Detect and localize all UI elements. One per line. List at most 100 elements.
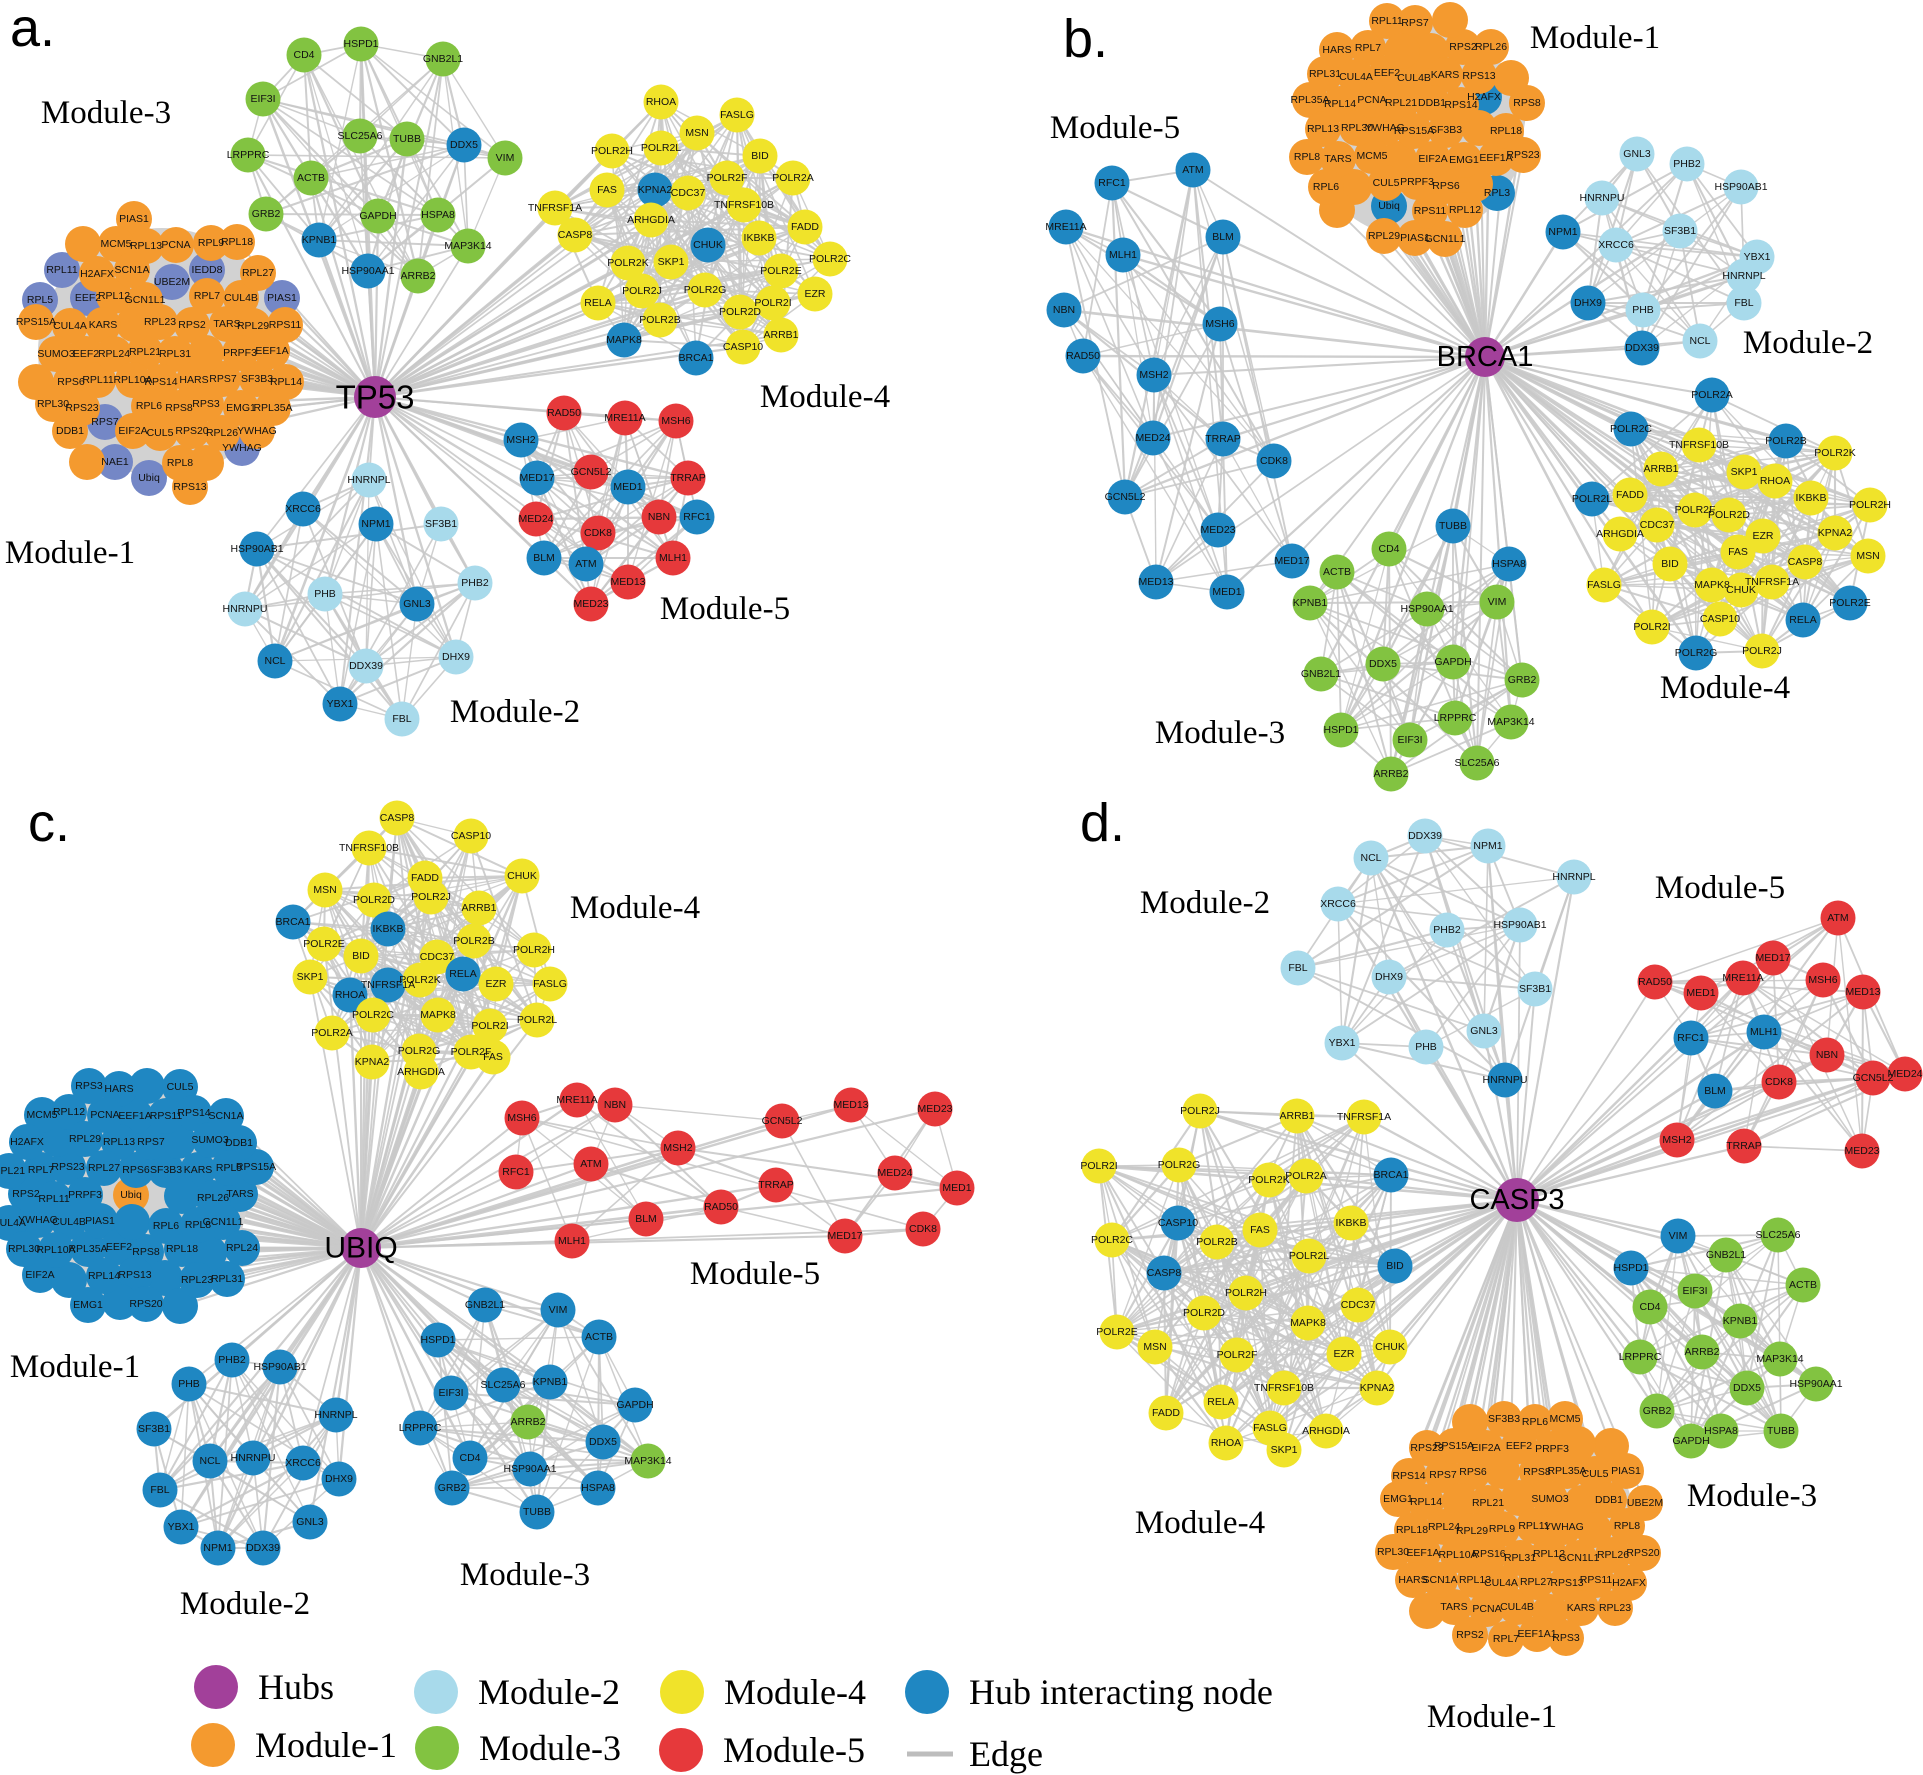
svg-text:HARS: HARS <box>1398 1574 1427 1586</box>
svg-text:KARS: KARS <box>89 319 118 331</box>
svg-text:ARRB2: ARRB2 <box>1684 1346 1719 1358</box>
svg-text:Ubiq: Ubiq <box>1378 200 1400 212</box>
svg-text:RPL12: RPL12 <box>53 1106 85 1118</box>
svg-text:GNB2L1: GNB2L1 <box>465 1299 505 1311</box>
svg-text:MED24: MED24 <box>1135 432 1170 444</box>
svg-text:POLR2K: POLR2K <box>399 974 440 986</box>
svg-text:Module-3: Module-3 <box>479 1728 621 1768</box>
svg-text:RAD50: RAD50 <box>1638 976 1672 988</box>
svg-text:SKP1: SKP1 <box>658 256 685 268</box>
svg-text:CUL4A: CUL4A <box>0 1217 26 1229</box>
svg-text:EIF2A: EIF2A <box>25 1269 54 1281</box>
svg-text:Module-4: Module-4 <box>1660 670 1790 706</box>
svg-text:RPL9: RPL9 <box>198 237 224 249</box>
svg-text:MAP3K14: MAP3K14 <box>1487 716 1534 728</box>
svg-text:CDK8: CDK8 <box>1765 1076 1793 1088</box>
svg-text:PRPF3: PRPF3 <box>223 347 257 359</box>
svg-text:Module-5: Module-5 <box>723 1730 865 1770</box>
svg-text:POLR2J: POLR2J <box>411 891 451 903</box>
svg-text:PHB2: PHB2 <box>1673 158 1701 170</box>
svg-text:RPL11: RPL11 <box>38 1193 69 1205</box>
svg-text:TARS: TARS <box>1440 1601 1467 1613</box>
svg-text:ATM: ATM <box>575 558 596 570</box>
svg-text:TRRAP: TRRAP <box>1205 433 1241 445</box>
svg-text:IEDD8: IEDD8 <box>192 264 223 276</box>
svg-text:MSN: MSN <box>1143 1341 1166 1353</box>
svg-text:RPS15A: RPS15A <box>16 316 56 328</box>
svg-text:EIF2A: EIF2A <box>1418 153 1447 165</box>
svg-text:PCNA: PCNA <box>1472 1603 1501 1615</box>
svg-text:b.: b. <box>1063 9 1108 69</box>
svg-text:HSP90AA1: HSP90AA1 <box>1789 1378 1842 1390</box>
svg-text:POLR2F: POLR2F <box>451 1046 492 1058</box>
svg-text:RPS6: RPS6 <box>1459 1466 1487 1478</box>
svg-text:RPS8: RPS8 <box>1513 97 1541 109</box>
svg-text:PRPF3: PRPF3 <box>1535 1443 1569 1455</box>
svg-text:KPNA2: KPNA2 <box>1360 1382 1395 1394</box>
svg-text:RPS13: RPS13 <box>1462 70 1495 82</box>
svg-text:RPL26: RPL26 <box>1475 41 1507 53</box>
svg-text:GNB2L1: GNB2L1 <box>1301 668 1341 680</box>
svg-text:RPL10A: RPL10A <box>1438 1549 1477 1561</box>
svg-text:KPNB1: KPNB1 <box>302 234 337 246</box>
svg-text:DDX39: DDX39 <box>246 1542 280 1554</box>
svg-text:MCM5: MCM5 <box>101 238 132 250</box>
svg-text:CASP10: CASP10 <box>723 341 763 353</box>
svg-text:MSN: MSN <box>313 884 336 896</box>
svg-text:MAPK8: MAPK8 <box>420 1009 456 1021</box>
svg-text:RPL10A: RPL10A <box>36 1244 75 1256</box>
svg-text:PHB: PHB <box>314 588 336 600</box>
svg-text:SF3B3: SF3B3 <box>1430 124 1462 136</box>
svg-text:RPL18: RPL18 <box>1490 125 1522 137</box>
svg-text:MSH6: MSH6 <box>507 1112 536 1124</box>
svg-text:RPL31: RPL31 <box>1309 68 1341 80</box>
svg-text:NBN: NBN <box>648 511 670 523</box>
svg-text:PRPF3: PRPF3 <box>68 1189 102 1201</box>
svg-text:RPS11: RPS11 <box>269 319 302 331</box>
svg-text:H2AFX: H2AFX <box>1612 1577 1646 1589</box>
svg-text:FADD: FADD <box>791 221 819 233</box>
svg-text:LRPPRC: LRPPRC <box>1434 712 1477 724</box>
svg-text:RPL30: RPL30 <box>8 1243 40 1255</box>
svg-text:ARRB1: ARRB1 <box>763 329 798 341</box>
svg-text:NBN: NBN <box>1053 304 1075 316</box>
svg-text:RPS2: RPS2 <box>12 1188 40 1200</box>
svg-text:MCM5: MCM5 <box>1550 1413 1581 1425</box>
svg-text:MLH1: MLH1 <box>558 1235 586 1247</box>
svg-text:CDK8: CDK8 <box>584 527 612 539</box>
svg-text:CDK8: CDK8 <box>1260 455 1288 467</box>
svg-text:RPL11: RPL11 <box>82 374 113 386</box>
svg-text:CASP10: CASP10 <box>1158 1217 1198 1229</box>
svg-text:FAS: FAS <box>1728 546 1748 558</box>
svg-text:RAD50: RAD50 <box>1066 350 1100 362</box>
svg-text:RPL13: RPL13 <box>103 1136 135 1148</box>
svg-text:RPS20: RPS20 <box>175 425 208 437</box>
svg-text:CDC37: CDC37 <box>1341 1299 1376 1311</box>
svg-text:HNRNPU: HNRNPU <box>223 603 268 615</box>
svg-text:Module-2: Module-2 <box>478 1672 620 1712</box>
svg-text:Module-1: Module-1 <box>1427 1699 1557 1735</box>
svg-text:MAP3K14: MAP3K14 <box>624 1455 671 1467</box>
svg-text:BLM: BLM <box>635 1213 657 1225</box>
svg-text:RELA: RELA <box>1207 1396 1234 1408</box>
svg-text:ARRB1: ARRB1 <box>461 902 496 914</box>
svg-text:GNL3: GNL3 <box>403 598 431 610</box>
svg-text:CUL4A: CUL4A <box>53 320 87 332</box>
svg-text:MRE11A: MRE11A <box>604 412 645 424</box>
svg-text:GAPDH: GAPDH <box>359 210 396 222</box>
svg-text:FASLG: FASLG <box>1587 579 1621 591</box>
svg-text:H2AFX: H2AFX <box>80 268 114 280</box>
svg-text:MLH1: MLH1 <box>1109 249 1137 261</box>
svg-text:MSN: MSN <box>1856 550 1879 562</box>
svg-text:SF3B3: SF3B3 <box>150 1164 182 1176</box>
svg-text:POLR2H: POLR2H <box>591 145 633 157</box>
svg-text:GNL3: GNL3 <box>1623 148 1651 160</box>
svg-text:CHUK: CHUK <box>1726 584 1756 596</box>
svg-text:d.: d. <box>1080 793 1125 853</box>
svg-text:POLR2H: POLR2H <box>513 944 555 956</box>
svg-text:POLR2L: POLR2L <box>1572 493 1612 505</box>
svg-text:EZR: EZR <box>1334 1348 1355 1360</box>
svg-text:GAPDH: GAPDH <box>1672 1435 1709 1447</box>
svg-text:RPS2: RPS2 <box>1456 1629 1484 1641</box>
svg-text:RPL31: RPL31 <box>159 348 191 360</box>
